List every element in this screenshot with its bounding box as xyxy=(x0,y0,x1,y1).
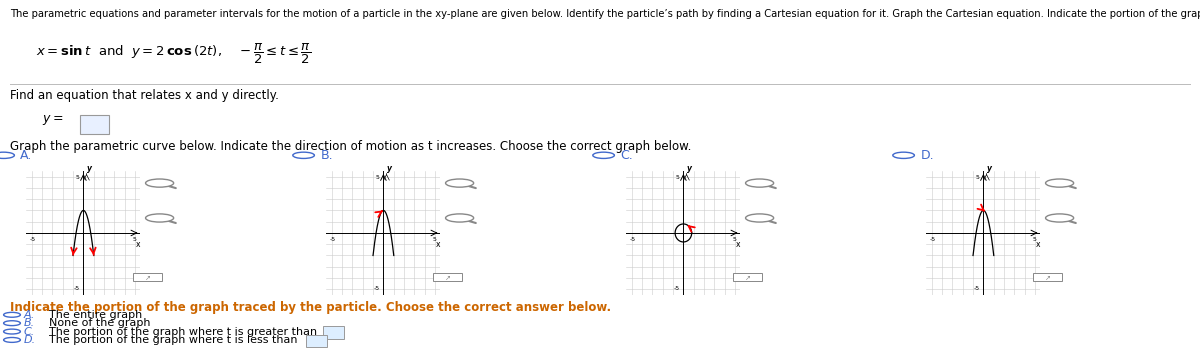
Text: 5: 5 xyxy=(132,237,136,243)
Text: x: x xyxy=(1036,240,1040,249)
Text: ↗: ↗ xyxy=(145,274,150,281)
Text: ↗: ↗ xyxy=(445,274,450,281)
Text: D.: D. xyxy=(920,149,934,162)
Text: The entire graph: The entire graph xyxy=(42,310,143,320)
Text: C.: C. xyxy=(620,149,634,162)
Text: Find an equation that relates x and y directly.: Find an equation that relates x and y di… xyxy=(10,89,278,102)
Text: y: y xyxy=(86,164,91,173)
Text: -5: -5 xyxy=(630,237,636,243)
Text: ↗: ↗ xyxy=(745,274,750,281)
Text: 5: 5 xyxy=(676,175,679,180)
Text: The portion of the graph where t is greater than: The portion of the graph where t is grea… xyxy=(42,327,317,336)
Text: -5: -5 xyxy=(930,237,936,243)
Text: 5: 5 xyxy=(732,237,736,243)
Text: x: x xyxy=(736,240,740,249)
Text: 5: 5 xyxy=(976,175,979,180)
Text: -5: -5 xyxy=(673,285,679,291)
Text: -5: -5 xyxy=(73,285,79,291)
Text: -5: -5 xyxy=(30,237,36,243)
Text: Graph the parametric curve below. Indicate the direction of motion as t increase: Graph the parametric curve below. Indica… xyxy=(10,140,691,153)
Text: The portion of the graph where t is less than: The portion of the graph where t is less… xyxy=(42,335,298,345)
Text: None of the graph: None of the graph xyxy=(42,318,150,328)
Text: x: x xyxy=(136,240,140,249)
Text: $x = \mathbf{sin}\,t$  and  $y = 2\,\mathbf{cos}\,(2t),$$\quad -\dfrac{\pi}{2} \: $x = \mathbf{sin}\,t$ and $y = 2\,\mathb… xyxy=(36,42,311,66)
Text: 5: 5 xyxy=(1032,237,1036,243)
Text: B.: B. xyxy=(24,318,35,328)
Text: y: y xyxy=(386,164,391,173)
Text: C.: C. xyxy=(24,327,35,336)
Text: 5: 5 xyxy=(432,237,436,243)
Text: 5: 5 xyxy=(376,175,379,180)
Text: -5: -5 xyxy=(973,285,979,291)
Text: The parametric equations and parameter intervals for the motion of a particle in: The parametric equations and parameter i… xyxy=(10,9,1200,19)
Text: -5: -5 xyxy=(330,237,336,243)
Text: ↗: ↗ xyxy=(1045,274,1050,281)
Text: 5: 5 xyxy=(76,175,79,180)
Text: x: x xyxy=(436,240,440,249)
Text: y: y xyxy=(686,164,691,173)
Text: B.: B. xyxy=(320,149,334,162)
Text: A.: A. xyxy=(20,149,32,162)
Text: -5: -5 xyxy=(373,285,379,291)
Text: $y =$: $y =$ xyxy=(42,113,64,127)
Text: Indicate the portion of the graph traced by the particle. Choose the correct ans: Indicate the portion of the graph traced… xyxy=(10,301,611,314)
Text: A.: A. xyxy=(24,310,35,320)
Text: y: y xyxy=(986,164,991,173)
Text: D.: D. xyxy=(24,335,36,345)
